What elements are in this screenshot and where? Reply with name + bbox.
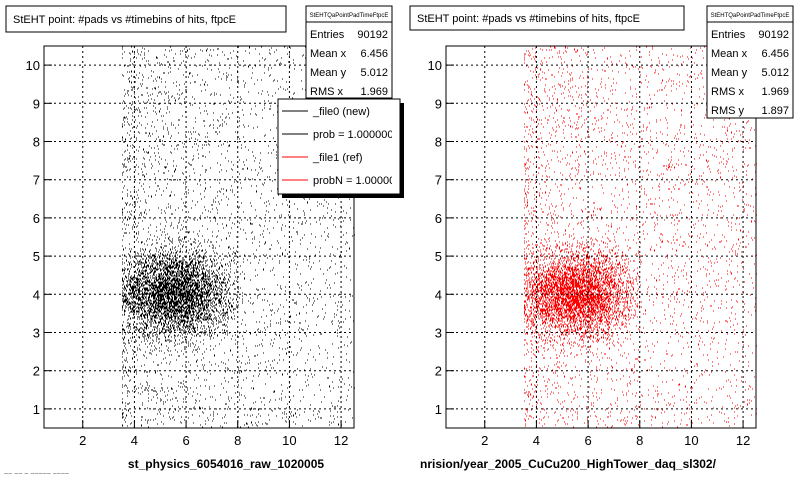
title-box: StEHT point: #pads vs #timebins of hits,… — [5, 5, 287, 33]
x-tick-label: 4 — [131, 433, 138, 448]
stats-label: Mean x — [711, 48, 748, 60]
stats-box: StEHTQaPointPadTimeFtpcE Entries 90192 Mean… — [305, 5, 393, 99]
scatter-points — [524, 45, 757, 429]
y-tick-label: 5 — [33, 249, 40, 264]
y-tick-label: 10 — [26, 58, 40, 73]
y-tick-label: 3 — [33, 326, 40, 341]
y-tick-label: 4 — [435, 287, 442, 302]
stats-label: Mean x — [310, 48, 347, 60]
stats-value: 5.012 — [360, 67, 388, 79]
stats-value: 1.969 — [360, 86, 388, 98]
y-tick-label: 10 — [428, 58, 442, 73]
legend-frame — [277, 98, 401, 195]
title-box: StEHT point: #pads vs #timebins of hits,… — [409, 5, 685, 31]
plot-frame — [43, 45, 355, 429]
x-tick-label: 6 — [584, 433, 591, 448]
stats-label: Mean y — [310, 67, 347, 79]
y-tick-label: 7 — [33, 173, 40, 188]
stats-label: RMS x — [711, 86, 745, 98]
x-tick-label: 8 — [636, 433, 643, 448]
stats-box: StEHTQaPointPadTimeFtpcE Entries 90192 Mean… — [706, 5, 794, 119]
stats-label: RMS y — [711, 105, 745, 117]
legend-label: _file1 (ref) — [312, 152, 363, 164]
grid — [446, 46, 756, 428]
stats-value: 5.012 — [761, 67, 789, 79]
stats-label: Entries — [711, 29, 746, 41]
stats-value: 6.456 — [761, 48, 789, 60]
stats-value: 90192 — [357, 29, 388, 41]
legend: _file0 (new) prob = 1.000000 _file1 (ref) p… — [277, 98, 404, 198]
chart-title: StEHT point: #pads vs #timebins of hits,… — [13, 14, 236, 26]
chart-title: StEHT point: #pads vs #timebins of hits,… — [417, 13, 640, 25]
y-tick-label: 8 — [435, 135, 442, 150]
title-frame — [5, 5, 287, 33]
stats-value: 1.897 — [761, 105, 789, 117]
stats-label: RMS x — [310, 86, 344, 98]
y-tick-label: 2 — [33, 364, 40, 379]
stats-label: Mean y — [711, 67, 748, 79]
footer-note: ~~ ~~ ~ ~~~~~ ~~~~ — [4, 471, 69, 478]
legend-entries: _file0 (new) prob = 1.000000 _file1 (ref) p… — [282, 106, 401, 187]
plot-frame — [445, 45, 757, 429]
x-tick-label: 4 — [533, 433, 540, 448]
y-tick-label: 5 — [435, 249, 442, 264]
x-tick-label: 10 — [282, 433, 296, 448]
y-tick-label: 9 — [435, 96, 442, 111]
y-tick-label: 2 — [435, 364, 442, 379]
y-tick-label: 3 — [435, 326, 442, 341]
legend-label: _file0 (new) — [312, 106, 370, 118]
y-tick-label: 1 — [435, 402, 442, 417]
x-tick-label: 8 — [234, 433, 241, 448]
y-tick-label: 4 — [33, 287, 40, 302]
x-tick-label: 2 — [79, 433, 86, 448]
y-tick-label: 8 — [33, 135, 40, 150]
scatter-marks — [524, 45, 757, 429]
stats-value: 6.456 — [360, 48, 388, 60]
x-tick-label: 2 — [481, 433, 488, 448]
x-tick-label: 12 — [736, 433, 750, 448]
stats-value: 1.969 — [761, 86, 789, 98]
stats-frame — [706, 5, 794, 119]
legend-label: prob = 1.000000 — [313, 129, 393, 141]
x-tick-label: 12 — [334, 433, 348, 448]
stats-label: Entries — [310, 29, 345, 41]
stats-name: StEHTQaPointPadTimeFtpcE — [310, 13, 389, 19]
x-axis-label: st_physics_6054016_raw_1020005 — [128, 457, 324, 471]
x-axis-label: nrision/year_2005_CuCu200_HighTower_daq_… — [420, 457, 717, 471]
legend-label: probN = 1.000000 — [313, 175, 401, 187]
y-tick-label: 7 — [435, 173, 442, 188]
y-tick-label: 9 — [33, 96, 40, 111]
y-tick-label: 6 — [435, 211, 442, 226]
y-tick-label: 1 — [33, 402, 40, 417]
stats-value: 90192 — [758, 29, 789, 41]
stats-name: StEHTQaPointPadTimeFtpcE — [711, 13, 790, 19]
x-tick-label: 10 — [684, 433, 698, 448]
y-tick-label: 6 — [33, 211, 40, 226]
grid — [44, 46, 354, 428]
stats-frame — [305, 5, 393, 99]
title-frame — [409, 5, 685, 31]
x-tick-label: 6 — [182, 433, 189, 448]
